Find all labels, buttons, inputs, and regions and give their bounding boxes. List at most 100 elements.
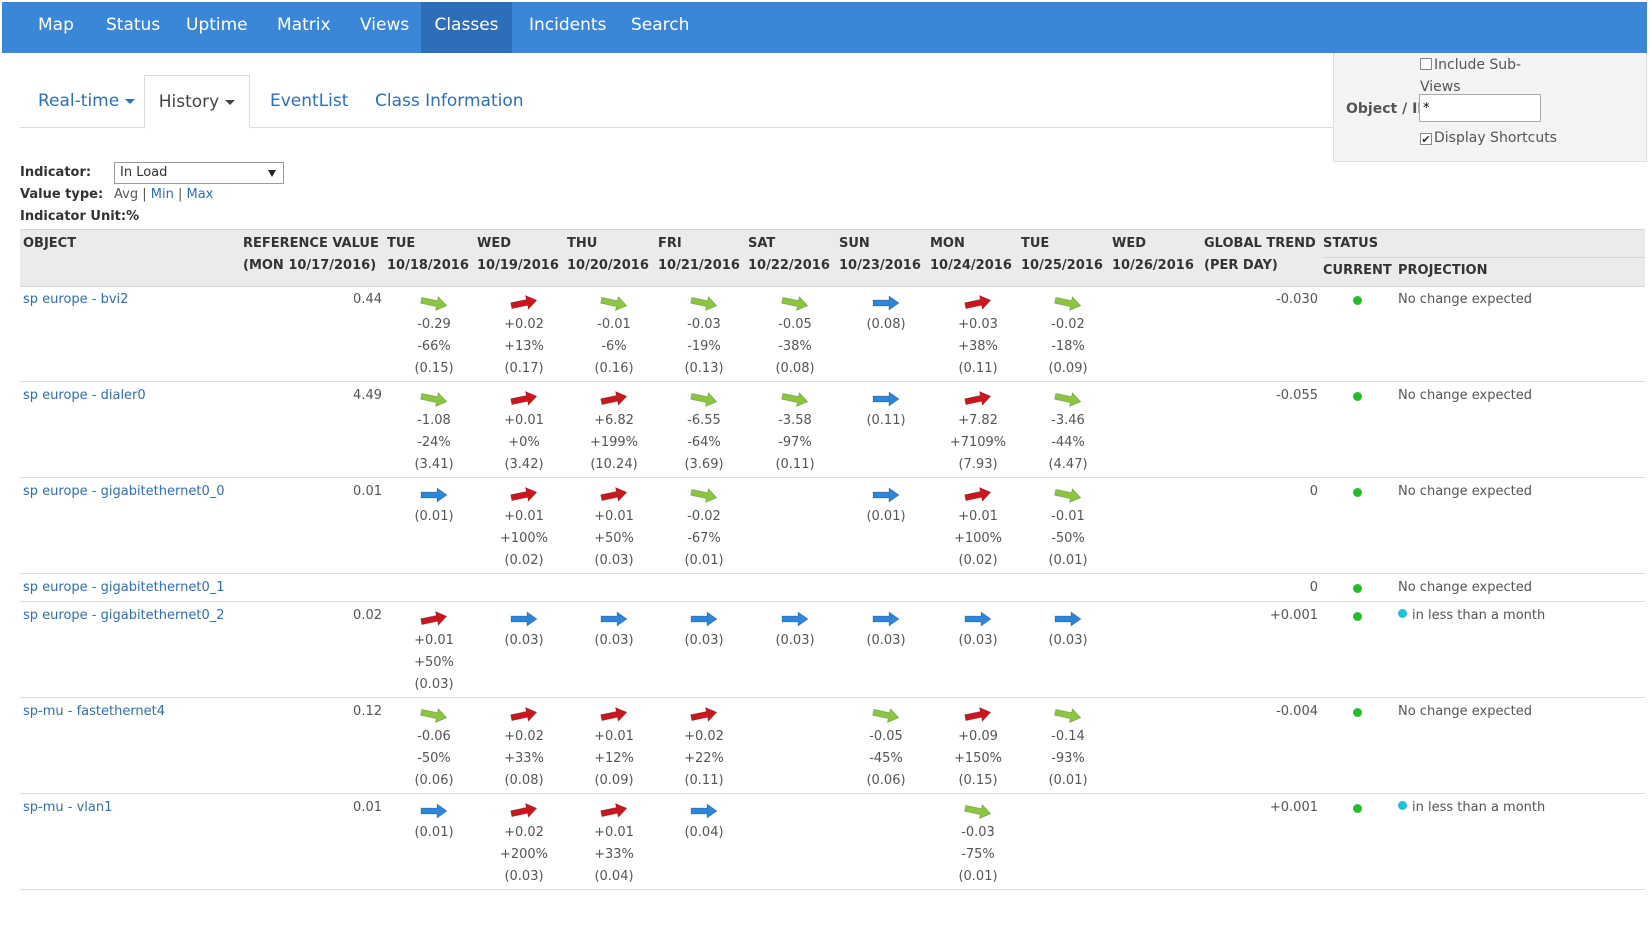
display-shortcuts-option[interactable]: ✔ Display Shortcuts <box>1420 127 1557 149</box>
nav-item-map[interactable]: Map <box>38 15 74 35</box>
day-value: +0.01 <box>594 825 634 840</box>
object-link[interactable]: sp europe - gigabitethernet0_2 <box>23 608 225 623</box>
object-link[interactable]: sp-mu - vlan1 <box>23 800 113 815</box>
object-link[interactable]: sp europe - dialer0 <box>23 388 146 403</box>
display-shortcuts-label: Display Shortcuts <box>1434 130 1557 146</box>
tab-eventlist[interactable]: EventList <box>270 91 349 111</box>
day-value: +33% <box>504 751 544 766</box>
object-ip-input[interactable] <box>1419 94 1541 122</box>
col-header-day-name: SAT <box>748 236 776 251</box>
include-sub-views-checkbox[interactable] <box>1420 58 1432 70</box>
day-value: +0.03 <box>958 317 998 332</box>
projection-text: No change expected <box>1398 484 1532 499</box>
col-header-day: THU 10/20/2016 <box>567 233 649 277</box>
trend-down-arrow-icon <box>760 292 830 314</box>
day-value: -38% <box>778 339 812 354</box>
tab-history[interactable]: History <box>144 75 250 129</box>
day-value: (3.69) <box>684 457 724 472</box>
day-value: -3.46 <box>1051 413 1085 428</box>
trend-up-arrow-icon <box>489 388 559 410</box>
trend-flat-arrow-icon <box>669 800 739 822</box>
day-value: +0.02 <box>504 825 544 840</box>
day-value: (0.04) <box>594 869 634 884</box>
day-value: -19% <box>687 339 721 354</box>
day-cell: -0.02 -18% (0.09) <box>1033 292 1103 380</box>
chevron-down-icon <box>125 98 136 104</box>
value-type-options: Avg | Min | Max <box>114 187 213 202</box>
indicator-select[interactable]: In Load <box>114 162 284 184</box>
nav-item-uptime[interactable]: Uptime <box>186 15 248 35</box>
col-header-day-date: 10/24/2016 <box>930 258 1012 273</box>
day-value: (0.15) <box>958 773 998 788</box>
day-value: +0.01 <box>958 509 998 524</box>
day-value: (0.06) <box>414 773 454 788</box>
value-type-separator: | <box>177 187 183 202</box>
value-type-max[interactable]: Max <box>186 187 214 202</box>
trend-up-arrow-icon <box>669 704 739 726</box>
day-cell: (0.04) <box>669 800 739 844</box>
status-ok-icon <box>1353 708 1362 717</box>
day-value: -0.06 <box>417 729 451 744</box>
global-trend-value: -0.055 <box>1276 388 1318 403</box>
global-trend-value: +0.001 <box>1269 800 1318 815</box>
day-cell: -0.05 -38% (0.08) <box>760 292 830 380</box>
day-value: -93% <box>1051 751 1085 766</box>
include-sub-views-option[interactable]: Include Sub- <box>1420 54 1521 76</box>
day-value: +22% <box>684 751 724 766</box>
trend-up-arrow-icon <box>399 608 469 630</box>
status-ok-icon <box>1353 584 1362 593</box>
day-value: -18% <box>1051 339 1085 354</box>
display-shortcuts-checkbox[interactable]: ✔ <box>1420 133 1432 146</box>
projection-label: No change expected <box>1398 292 1532 307</box>
day-cell: +0.02 +200% (0.03) <box>489 800 559 888</box>
nav-item-matrix[interactable]: Matrix <box>277 15 331 35</box>
trend-up-arrow-icon <box>489 800 559 822</box>
day-value: -64% <box>687 435 721 450</box>
day-value: -0.01 <box>1051 509 1085 524</box>
table-row: sp europe - bvi2 0.44 -0.29 -66% (0.15) +0.02… <box>20 286 1645 382</box>
day-cell: +0.01 +50% (0.03) <box>579 484 649 572</box>
value-type-avg[interactable]: Avg <box>114 187 139 202</box>
day-value: +150% <box>953 751 1003 766</box>
value-type-min[interactable]: Min <box>150 187 174 202</box>
col-header-day-name: WED <box>1112 236 1147 251</box>
tab-class-information[interactable]: Class Information <box>375 91 524 111</box>
trend-flat-arrow-icon <box>851 292 921 314</box>
trend-flat-arrow-icon <box>399 800 469 822</box>
day-value: +100% <box>499 531 549 546</box>
projection-text: in less than a month <box>1398 800 1545 815</box>
nav-item-incidents[interactable]: Incidents <box>529 15 607 35</box>
reference-value: 0.01 <box>353 484 382 499</box>
day-value: +12% <box>594 751 634 766</box>
day-value: (4.47) <box>1048 457 1088 472</box>
table-row: sp europe - dialer0 4.49 -1.08 -24% (3.41) +0… <box>20 382 1645 478</box>
col-header-day: FRI 10/21/2016 <box>658 233 740 277</box>
trend-up-arrow-icon <box>489 484 559 506</box>
nav-item-search[interactable]: Search <box>631 15 690 35</box>
reference-value: 0.44 <box>353 292 382 307</box>
trend-flat-arrow-icon <box>851 484 921 506</box>
day-cell: +0.03 +38% (0.11) <box>943 292 1013 380</box>
object-link[interactable]: sp europe - gigabitethernet0_1 <box>23 580 225 595</box>
nav-item-classes[interactable]: Classes <box>421 2 512 53</box>
trend-up-arrow-icon <box>489 704 559 726</box>
projection-text: No change expected <box>1398 388 1532 403</box>
include-sub-views-label: Include Sub- <box>1434 57 1522 73</box>
table-row: sp europe - gigabitethernet0_2 0.02 +0.01 +… <box>20 602 1645 698</box>
col-header-day-name: TUE <box>1021 236 1050 251</box>
nav-item-views[interactable]: Views <box>360 15 410 35</box>
day-cell: -1.08 -24% (3.41) <box>399 388 469 476</box>
day-value: -45% <box>869 751 903 766</box>
day-value: +0.01 <box>594 729 634 744</box>
trend-flat-arrow-icon <box>943 608 1013 630</box>
object-link[interactable]: sp europe - bvi2 <box>23 292 129 307</box>
object-link[interactable]: sp-mu - fastethernet4 <box>23 704 166 719</box>
day-value: -44% <box>1051 435 1085 450</box>
day-value: +0.02 <box>504 317 544 332</box>
object-link[interactable]: sp europe - gigabitethernet0_0 <box>23 484 225 499</box>
tab-realtime[interactable]: Real-time <box>38 75 136 127</box>
col-header-day: SAT 10/22/2016 <box>748 233 830 277</box>
trend-down-arrow-icon <box>1033 388 1103 410</box>
day-value: (0.03) <box>958 633 998 648</box>
nav-item-status[interactable]: Status <box>106 15 161 35</box>
